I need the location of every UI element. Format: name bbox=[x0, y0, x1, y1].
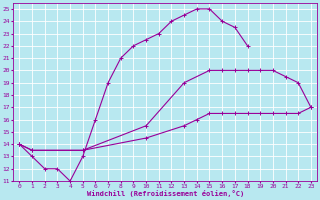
X-axis label: Windchill (Refroidissement éolien,°C): Windchill (Refroidissement éolien,°C) bbox=[86, 190, 244, 197]
